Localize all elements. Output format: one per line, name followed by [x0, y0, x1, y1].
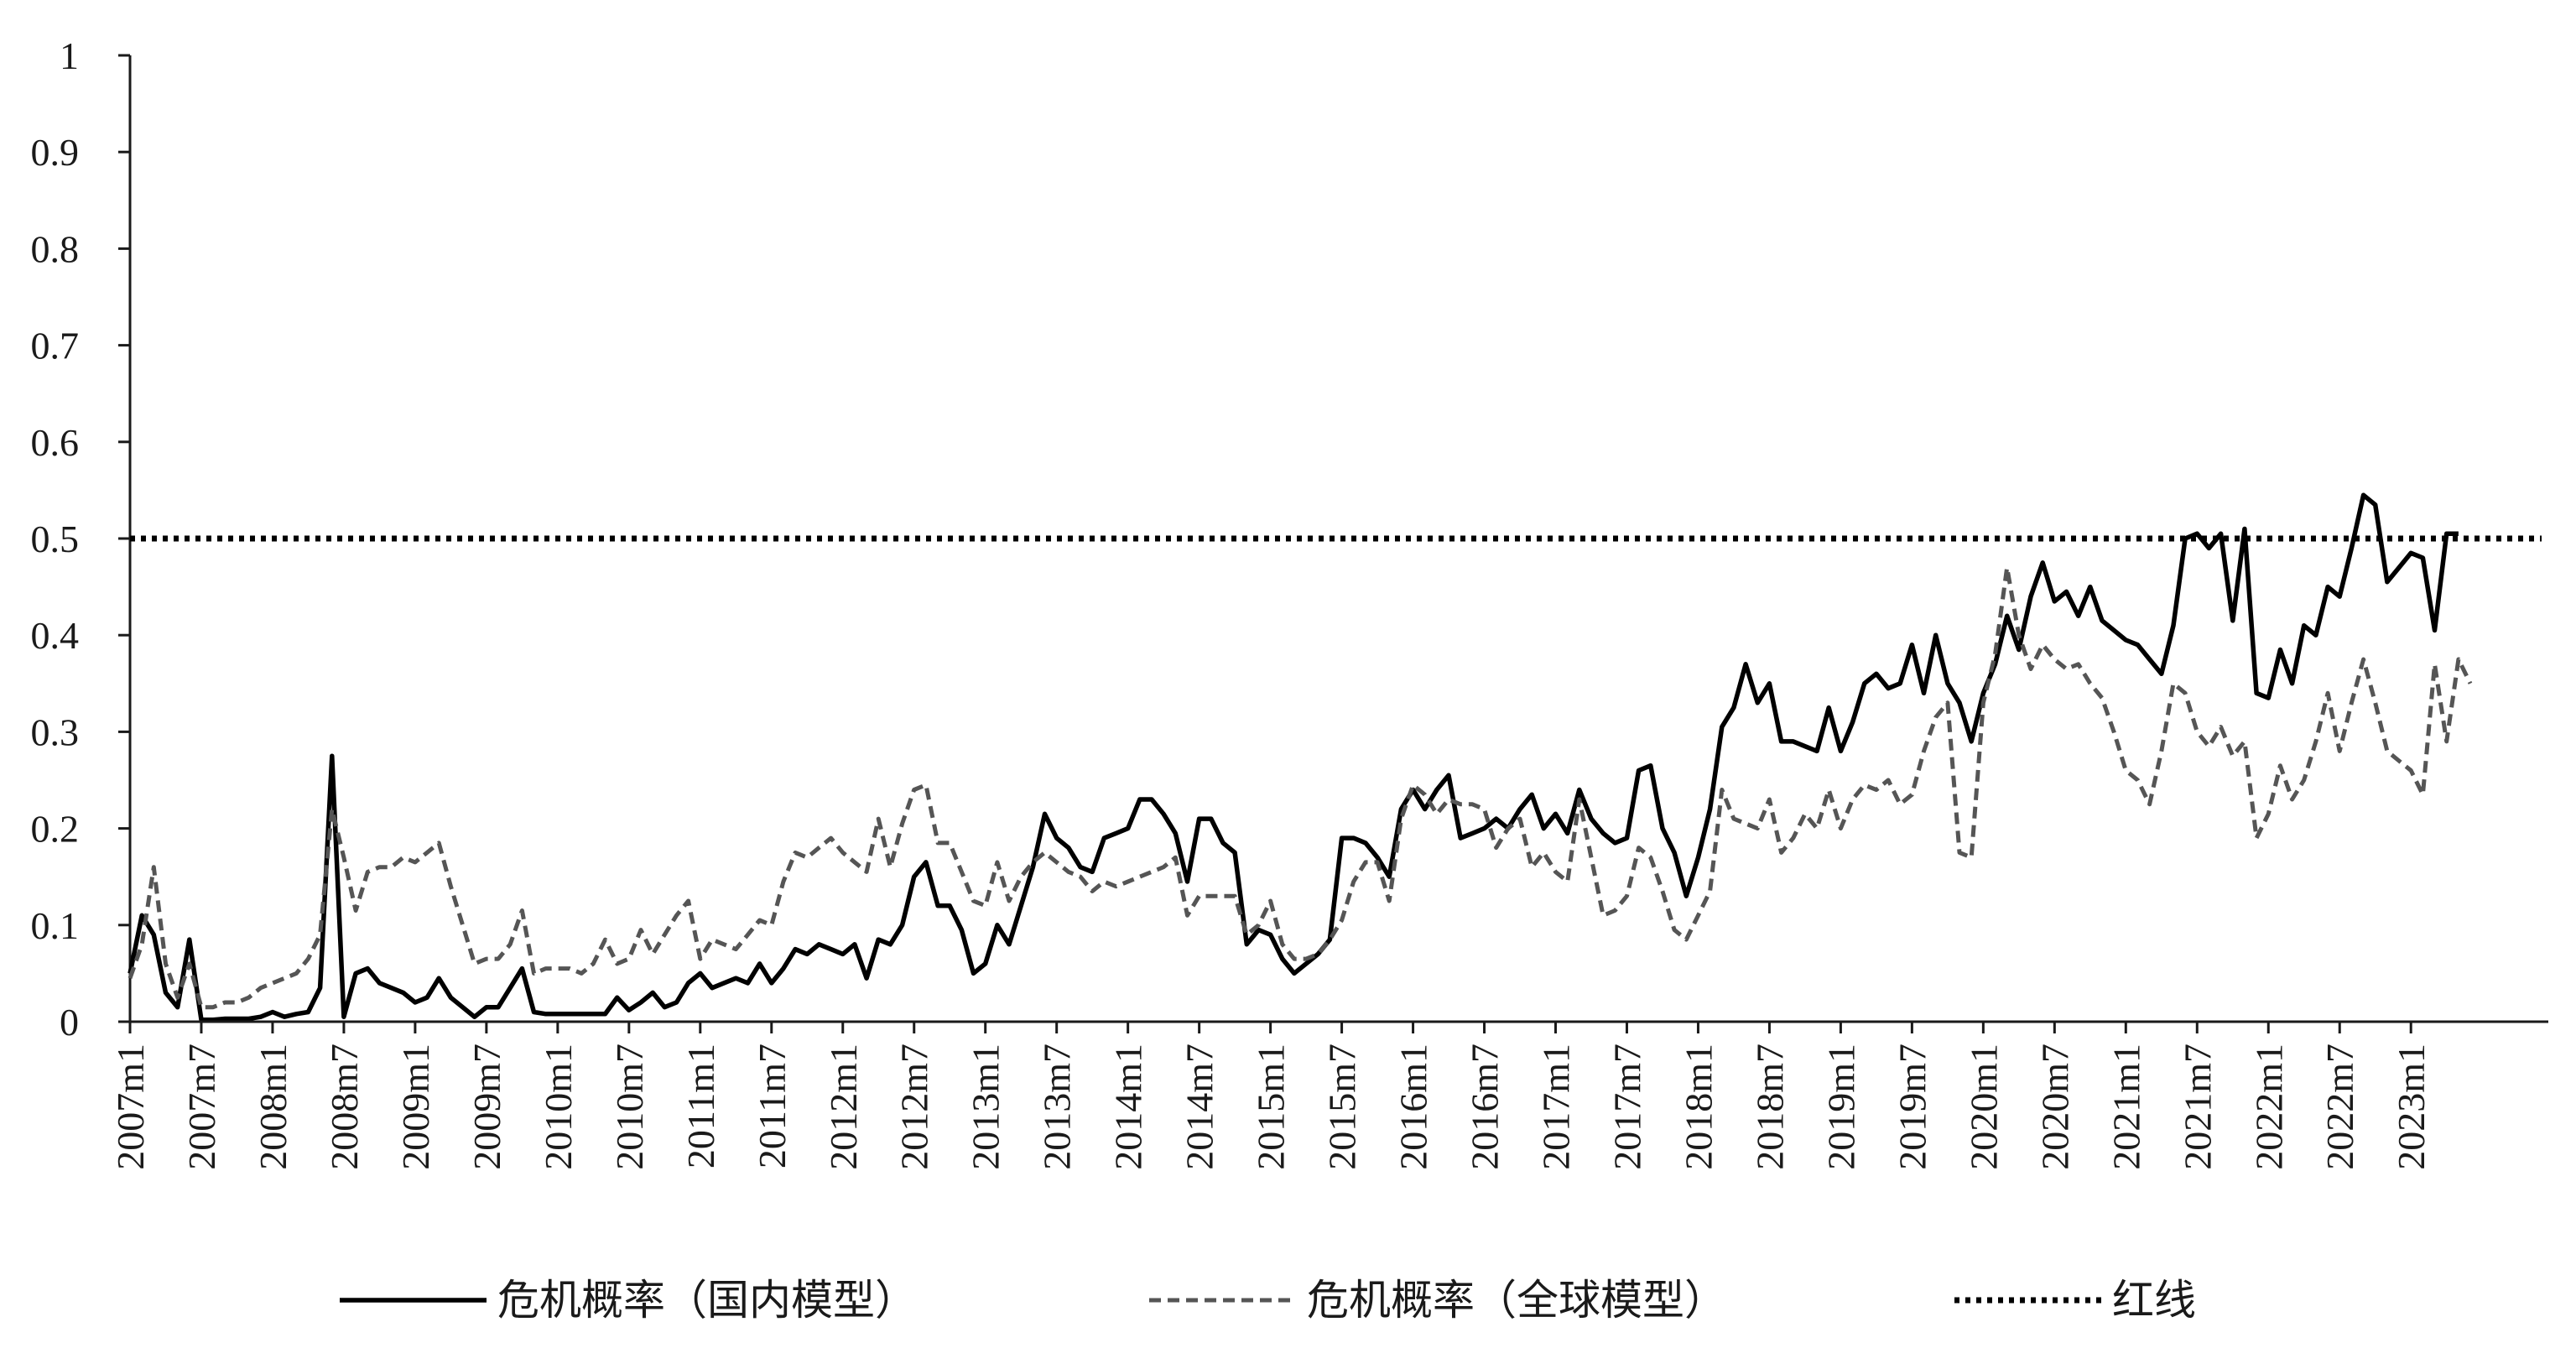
x-tick-label: 2019m7 — [1891, 1044, 1933, 1170]
y-tick-label: 0.5 — [31, 518, 80, 560]
y-tick-label: 0.7 — [31, 325, 80, 367]
series-line-1 — [127, 492, 2459, 1023]
x-tick-label: 2009m1 — [394, 1044, 437, 1170]
y-axis-ticks: 1 0.9 0.8 0.7 0.6 0.5 0.4 0.3 0.2 0.1 0 — [31, 34, 132, 1044]
y-tick-label: 0.3 — [31, 710, 80, 753]
x-tick-label: 2021m7 — [2176, 1044, 2219, 1170]
x-tick-label: 2011m1 — [679, 1044, 722, 1168]
x-tick-label: 2007m1 — [109, 1044, 152, 1170]
x-axis-ticks: 2007m1 2007m7 2008m1 2008m7 2009m1 2009m7 2010… — [109, 1020, 2548, 1170]
x-tick-label: 2022m7 — [2318, 1044, 2361, 1170]
x-tick-label: 2012m1 — [822, 1044, 865, 1170]
x-tick-label: 2018m7 — [1748, 1044, 1791, 1170]
x-tick-label: 2015m7 — [1321, 1044, 1364, 1170]
x-tick-label: 2016m1 — [1392, 1044, 1435, 1170]
x-tick-label: 2021m1 — [2105, 1044, 2147, 1170]
legend-label-3: 红线 — [2112, 1276, 2196, 1325]
series-line-2 — [127, 565, 2473, 1010]
plot-area — [127, 492, 2542, 1023]
x-tick-label: 2009m7 — [466, 1044, 508, 1170]
x-tick-label: 2023m1 — [2390, 1044, 2433, 1170]
x-tick-label: 2010m1 — [537, 1044, 580, 1170]
y-tick-label: 0.1 — [31, 904, 80, 947]
x-tick-label: 2008m1 — [252, 1044, 294, 1170]
legend-label-1: 危机概率（国内模型） — [497, 1276, 917, 1325]
x-tick-label: 2010m7 — [608, 1044, 651, 1170]
x-tick-label: 2011m7 — [751, 1044, 794, 1168]
y-tick-label: 1 — [60, 34, 79, 77]
x-tick-label: 2018m1 — [1677, 1044, 1720, 1170]
x-tick-label: 2020m7 — [2033, 1044, 2076, 1170]
x-tick-label: 2019m1 — [1819, 1044, 1862, 1170]
legend-label-2: 危机概率（全球模型） — [1307, 1276, 1726, 1325]
x-tick-label: 2017m1 — [1535, 1044, 1578, 1170]
y-tick-label: 0.4 — [31, 614, 80, 657]
legend: 危机概率（国内模型） 危机概率（全球模型） 红线 — [340, 1276, 2196, 1325]
y-tick-label: 0.6 — [31, 421, 80, 464]
x-tick-label: 2013m1 — [965, 1044, 1007, 1170]
y-tick-label: 0.2 — [31, 808, 80, 851]
x-tick-label: 2012m7 — [893, 1044, 936, 1170]
x-tick-label: 2007m7 — [180, 1044, 223, 1170]
x-tick-label: 2014m1 — [1107, 1044, 1150, 1170]
x-tick-label: 2017m7 — [1605, 1044, 1648, 1170]
y-tick-label: 0.8 — [31, 227, 80, 270]
x-tick-label: 2020m1 — [1962, 1044, 2005, 1170]
y-tick-label: 0.9 — [31, 131, 80, 174]
x-tick-label: 2015m1 — [1250, 1044, 1293, 1170]
x-tick-label: 2008m7 — [323, 1044, 366, 1170]
x-tick-label: 2014m7 — [1179, 1044, 1221, 1170]
x-tick-label: 2016m7 — [1464, 1044, 1507, 1170]
x-tick-label: 2022m1 — [2247, 1044, 2290, 1170]
y-tick-label: 0 — [60, 1001, 79, 1044]
x-tick-label: 2013m7 — [1036, 1044, 1079, 1170]
